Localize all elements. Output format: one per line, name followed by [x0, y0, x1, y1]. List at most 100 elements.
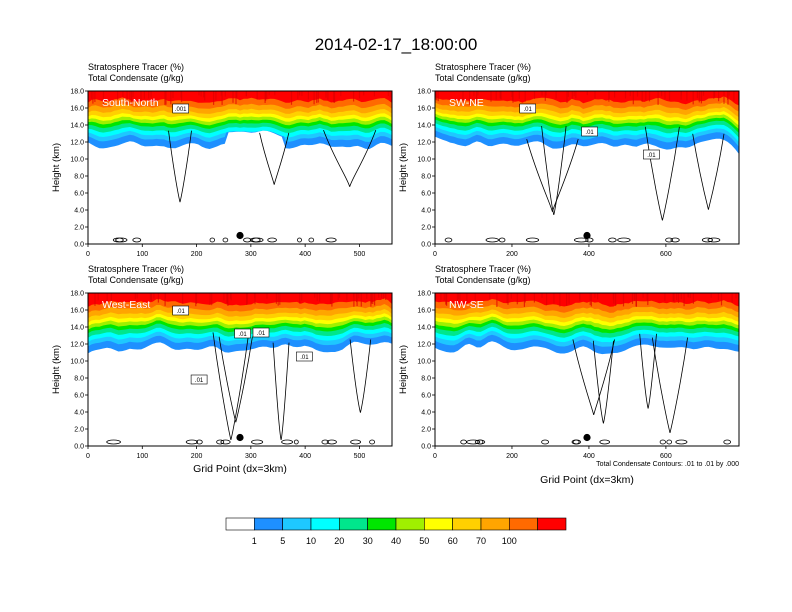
contour-label: .01: [585, 130, 594, 136]
tracer-streak: [546, 293, 548, 306]
colorbar-swatch: [480, 517, 510, 531]
condensate-contour-blob: [460, 439, 467, 445]
x-tick-label: 0: [86, 453, 90, 460]
y-tick-label: 0.0: [421, 444, 431, 451]
condensate-contour-blob: [474, 439, 486, 445]
tracer-streak: [221, 91, 223, 105]
tracer-streak: [122, 91, 124, 98]
condensate-contour-line: [651, 337, 688, 433]
tracer-streak: [337, 293, 339, 300]
x-tick-label: 300: [245, 251, 257, 258]
condensate-contour-line: [572, 339, 615, 415]
x-tick-label: 400: [299, 453, 311, 460]
colorbar-label: 5: [280, 536, 285, 546]
condensate-contours: [460, 333, 731, 445]
y-tick-label: 6.0: [421, 191, 431, 198]
colorbar-label: 60: [448, 536, 458, 546]
tracer-streak: [613, 293, 615, 304]
tracer-streak: [297, 91, 299, 99]
panel-label: South-North: [102, 97, 159, 109]
tracer-streak: [346, 293, 348, 301]
tracer-streak: [614, 91, 616, 98]
x-tick-label: 100: [136, 251, 148, 258]
tracer-streak: [608, 91, 610, 99]
y-tick-label: 0.0: [421, 242, 431, 249]
y-tick-label: 12.0: [70, 140, 84, 147]
tracer-streak: [213, 91, 215, 105]
condensate-contour-line: [218, 336, 253, 423]
x-tick-label: 600: [660, 251, 672, 258]
tracer-streak: [489, 293, 491, 299]
tracer-streak: [436, 91, 438, 101]
y-tick-label: 18.0: [417, 291, 431, 298]
tracer-streak: [541, 91, 543, 96]
tracer-streak: [172, 91, 174, 98]
y-tick-label: 0.0: [74, 444, 84, 451]
tracer-streak: [511, 91, 513, 97]
tracer-streak: [329, 293, 332, 304]
y-tick-label: 16.0: [417, 106, 431, 113]
tracer-streak: [149, 293, 151, 300]
tracer-band-11: [88, 293, 392, 307]
panel-title-line1: Stratosphere Tracer (%): [88, 62, 184, 72]
condensate-contour-blob: [106, 439, 121, 445]
contour-footnote: Total Condensate Contours: .01 to .01 by…: [596, 461, 739, 468]
tracer-streak: [495, 91, 497, 100]
tracer-streak: [385, 293, 387, 300]
tracer-streak: [235, 91, 237, 105]
condensate-contour-blob: [196, 439, 203, 445]
tracer-streak: [443, 293, 445, 301]
plot-frame: [434, 292, 740, 447]
tracer-streak: [102, 91, 105, 105]
tracer-streak: [200, 91, 202, 97]
y-tick-label: 18.0: [70, 291, 84, 298]
tracer-streak: [632, 91, 634, 105]
condensate-contour-blob: [670, 237, 680, 243]
tracer-streak: [700, 91, 702, 104]
tracer-streak: [435, 293, 437, 300]
tracer-streak: [204, 91, 206, 101]
condensate-contour-blob: [216, 439, 225, 445]
condensate-contour-blob: [525, 237, 540, 243]
tracer-streak: [490, 91, 492, 102]
contour-label-box: [252, 327, 270, 338]
tracer-streak: [698, 91, 700, 103]
tracer-streak: [507, 293, 509, 305]
condensate-contour-blob: [132, 237, 142, 243]
tracer-streak: [143, 91, 145, 99]
tracer-streak: [474, 293, 476, 307]
contour-label: .01: [257, 331, 266, 337]
location-marker: [583, 433, 591, 442]
condensate-contour-line: [272, 342, 290, 440]
y-tick-label: 14.0: [417, 123, 431, 130]
tracer-streak: [624, 91, 627, 99]
contour-label-box: [581, 126, 598, 137]
contour-label-box: [296, 351, 313, 362]
tracer-streak: [524, 91, 526, 102]
tracer-streak: [615, 293, 617, 306]
tracer-streak: [647, 293, 649, 306]
tracer-streak: [164, 293, 166, 306]
condensate-contour-blob: [325, 237, 337, 243]
tracer-streak: [301, 91, 303, 96]
condensate-contour-line: [323, 129, 377, 187]
tracer-streak: [473, 91, 475, 97]
condensate-contour-line: [212, 332, 250, 440]
y-tick-label: 6.0: [74, 393, 84, 400]
tracer-streak: [664, 293, 666, 301]
panel-title-line2: Total Condensate (g/kg): [88, 73, 184, 83]
x-tick-label: 200: [506, 251, 518, 258]
y-axis-label: Height (km): [51, 143, 62, 192]
tracer-streak: [714, 91, 716, 98]
tracer-streak: [686, 91, 688, 101]
condensate-contour-blob: [209, 237, 215, 243]
tracer-streak: [313, 91, 315, 105]
condensate-contour-line: [541, 126, 567, 215]
tracer-streak: [316, 91, 318, 103]
tracer-streak: [340, 91, 342, 97]
y-tick-label: 4.0: [74, 410, 84, 417]
tracer-streak: [702, 91, 705, 96]
tracer-streak: [370, 293, 372, 304]
tracer-streak: [383, 293, 385, 300]
